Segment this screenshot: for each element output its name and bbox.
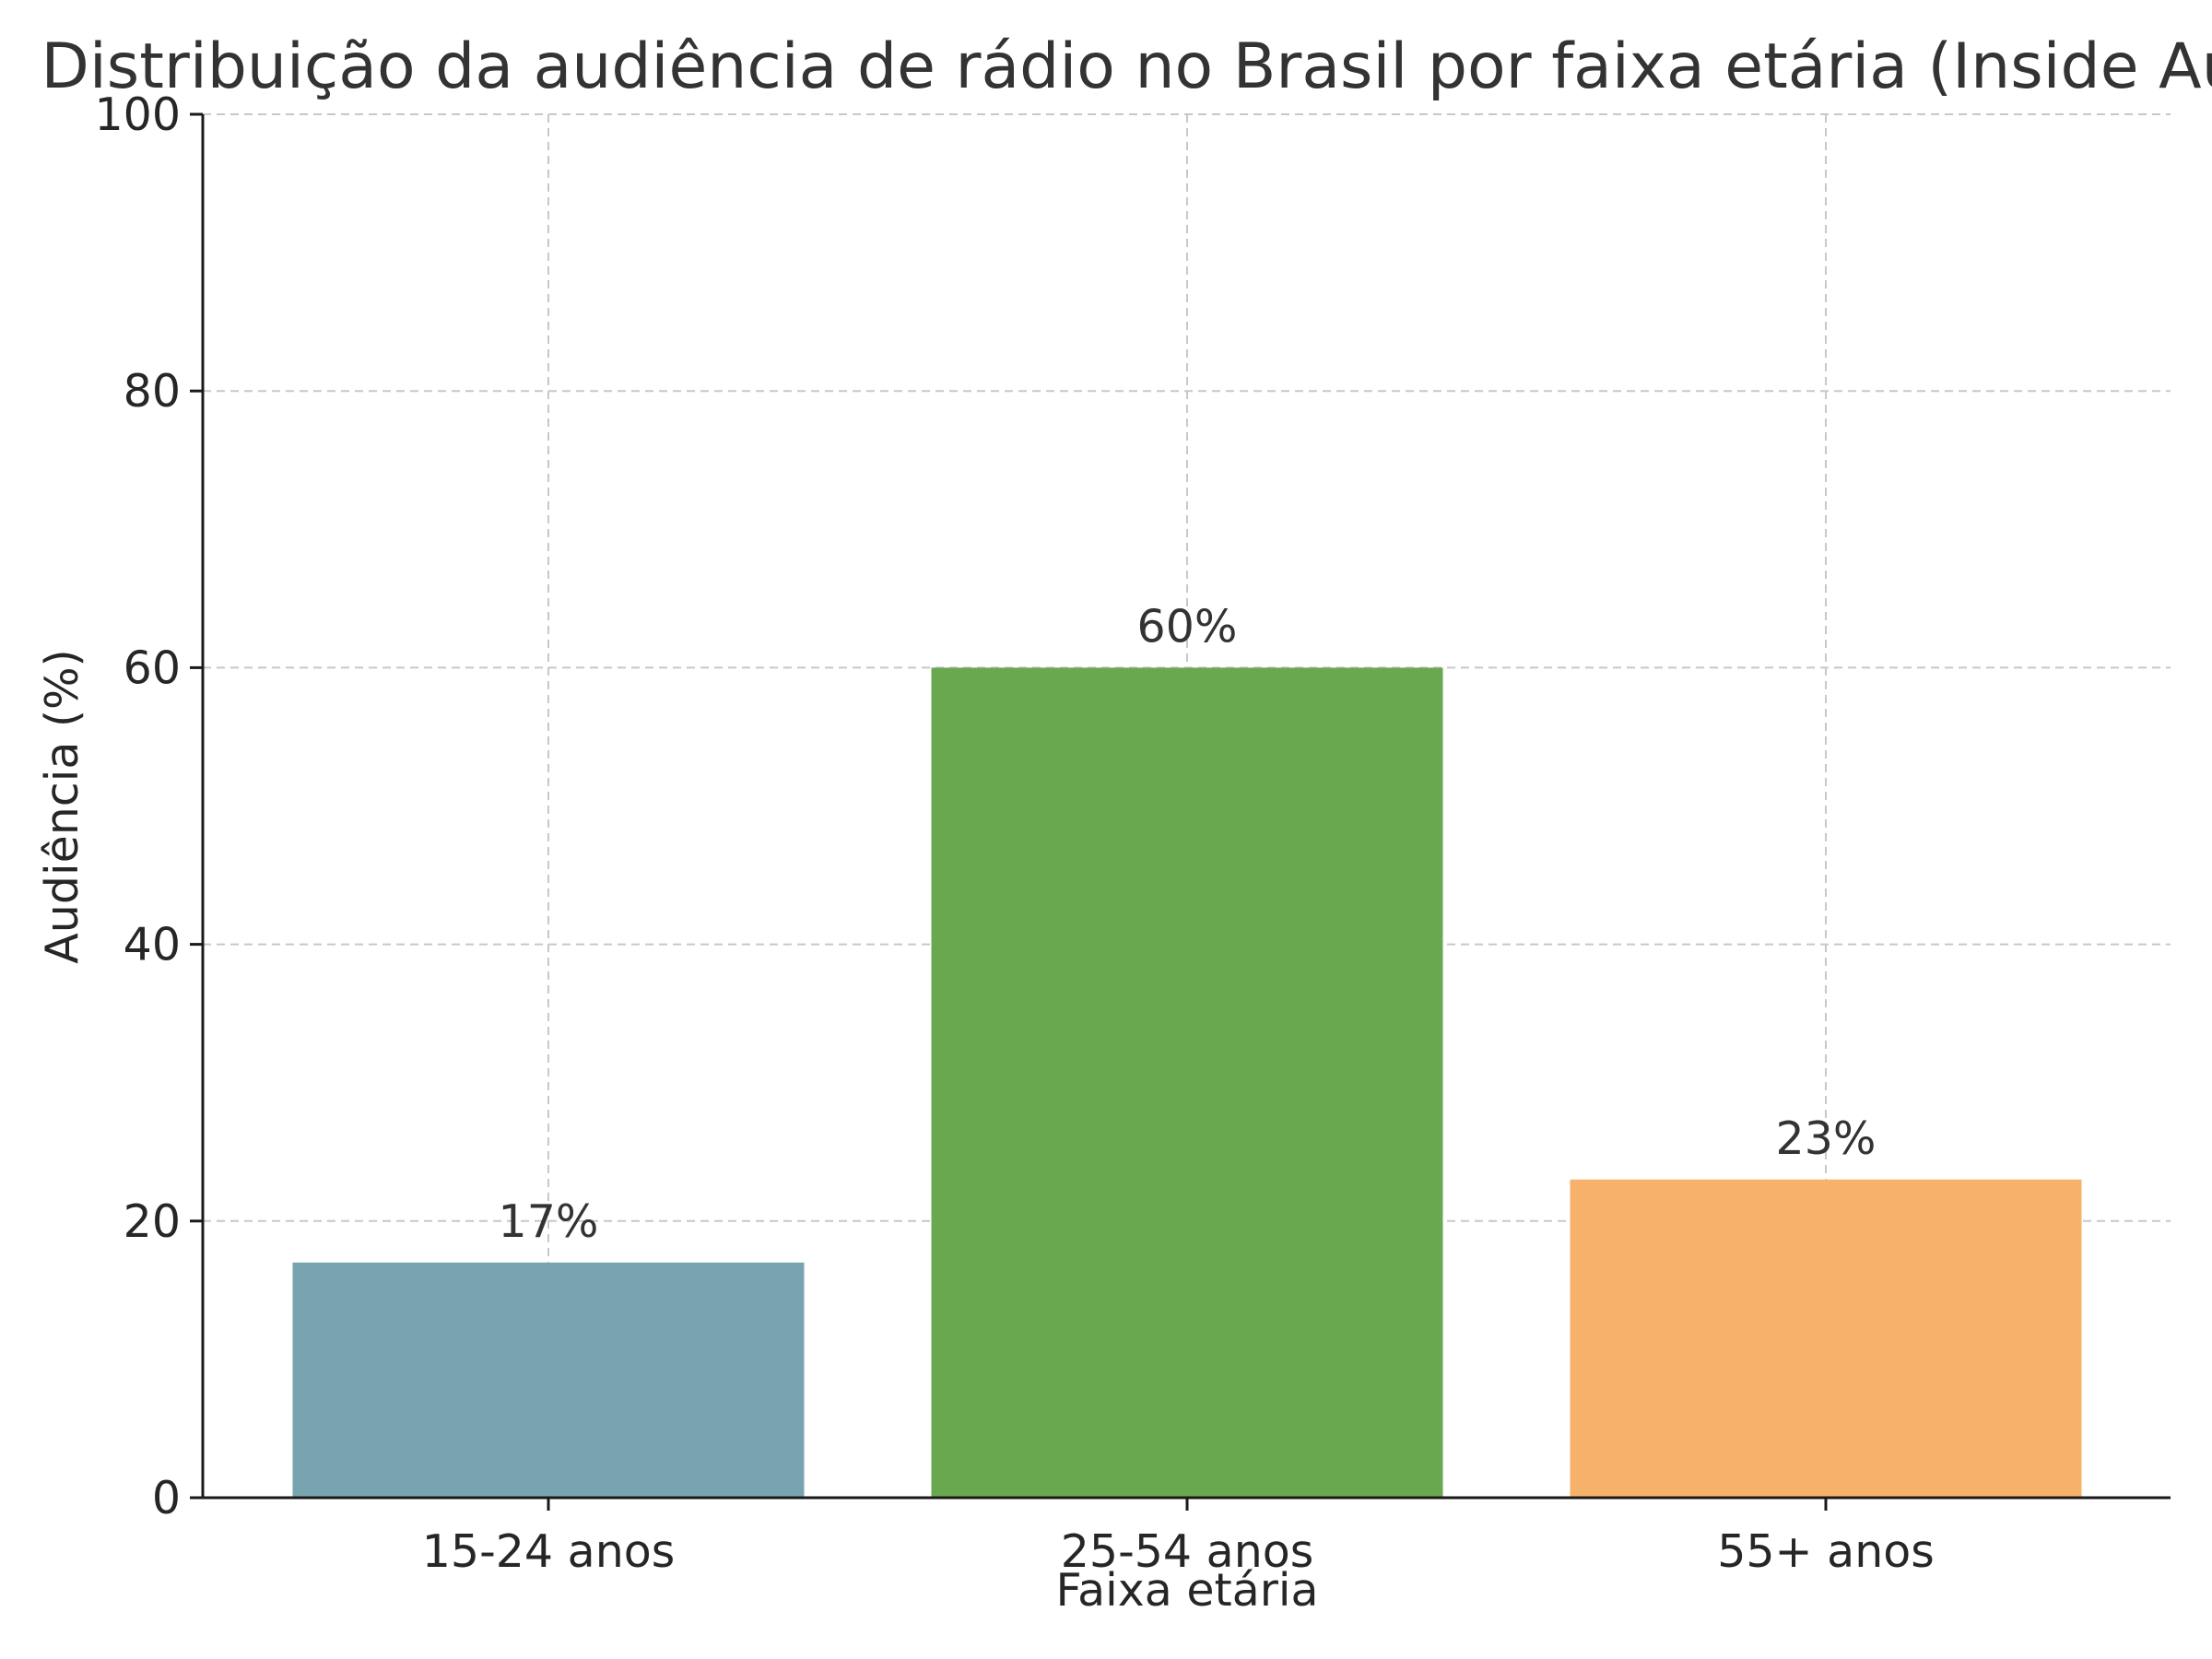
- x-axis-ticks: 15-24 anos 25-54 anos 55+ anos: [422, 1498, 1935, 1578]
- data-labels: 17% 60% 23%: [499, 600, 1877, 1247]
- x-tick-label: 15-24 anos: [422, 1525, 676, 1578]
- bar: [292, 1262, 805, 1498]
- y-tick-label: 0: [152, 1472, 181, 1524]
- x-tick-label: 55+ anos: [1717, 1525, 1935, 1578]
- chart-title: Distribuição da audiência de rádio no Br…: [41, 30, 2212, 103]
- bars: [292, 667, 2082, 1498]
- bar-value-label: 17%: [499, 1195, 599, 1248]
- bar-value-label: 60%: [1137, 600, 1238, 653]
- y-tick-label: 80: [124, 365, 181, 418]
- y-tick-label: 60: [124, 641, 181, 694]
- y-axis-ticks: 0 20 40 60 80 100: [94, 88, 203, 1524]
- y-tick-label: 100: [94, 88, 181, 141]
- bar: [931, 667, 1443, 1498]
- y-axis-label: Audiência (%): [36, 649, 88, 963]
- bar-value-label: 23%: [1776, 1112, 1877, 1165]
- bar: [1570, 1179, 2082, 1498]
- x-tick-label: 25-54 anos: [1061, 1525, 1314, 1578]
- y-tick-label: 40: [124, 919, 181, 971]
- x-axis-label: Faixa etária: [1055, 1564, 1318, 1617]
- y-tick-label: 20: [124, 1195, 181, 1248]
